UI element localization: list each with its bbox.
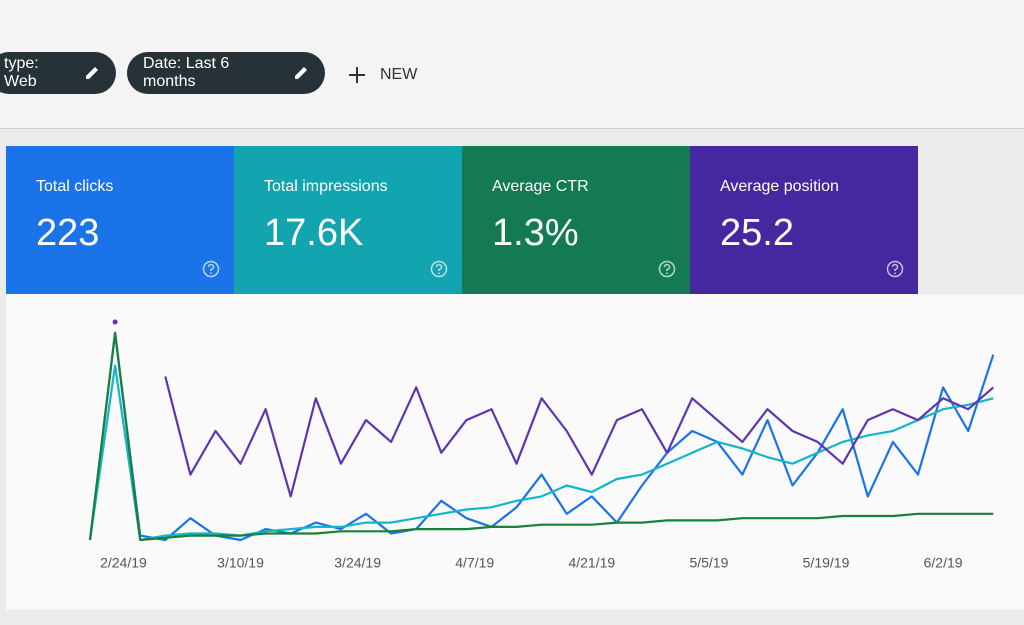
button-text: NEW: [380, 66, 418, 83]
new-button[interactable]: NEW: [348, 66, 417, 84]
metric-value: 17.6K: [264, 212, 364, 254]
x-tick-label: 4/7/19: [455, 555, 494, 571]
metric-label: Average position: [720, 178, 839, 195]
metric-value: 223: [36, 212, 100, 254]
help-icon[interactable]: [430, 260, 448, 278]
metric-card[interactable]: Average CTR 1.3%: [462, 146, 690, 294]
series-point: [112, 319, 118, 325]
chart-panel: 2/24/19 3/10/19 3/24/19 4/7/19 4/21/19 5/5/19…: [6, 294, 1024, 610]
filter-bar: type: Web Date: Last 6 months NEW: [0, 0, 1024, 129]
help-icon[interactable]: [886, 260, 904, 278]
x-tick-label: 2/24/19: [100, 555, 147, 571]
x-tick-label: 4/21/19: [568, 555, 615, 571]
plus-icon: [349, 67, 365, 83]
series-line: [88, 331, 994, 542]
series-line: [164, 376, 995, 498]
metric-card[interactable]: Total clicks 223: [6, 146, 234, 294]
metric-value: 1.3%: [492, 212, 579, 254]
x-tick-label: 3/24/19: [334, 555, 381, 571]
edit-icon: [86, 67, 99, 79]
edit-icon: [295, 67, 308, 79]
x-tick-label: 5/5/19: [689, 555, 728, 571]
type-chip[interactable]: type: Web: [0, 52, 116, 94]
date-chip[interactable]: Date: Last 6 months: [127, 52, 325, 94]
chip-text: Date: Last 6 months: [143, 55, 230, 90]
metric-label: Total impressions: [264, 178, 388, 195]
x-tick-label: 3/10/19: [217, 555, 264, 571]
metric-card[interactable]: Average position 25.2: [690, 146, 918, 294]
help-icon[interactable]: [658, 260, 676, 278]
x-tick-label: 5/19/19: [803, 555, 850, 571]
metric-card[interactable]: Total impressions 17.6K: [234, 146, 462, 294]
series-line: [88, 364, 994, 542]
metric-label: Total clicks: [36, 178, 114, 195]
metric-label: Average CTR: [492, 178, 589, 195]
help-icon[interactable]: [202, 260, 220, 278]
chip-text: type: Web: [4, 55, 39, 90]
chart: 2/24/19 3/10/19 3/24/19 4/7/19 4/21/19 5/5/19…: [88, 319, 995, 571]
series-line: [88, 331, 995, 542]
metric-value: 25.2: [720, 212, 794, 254]
x-tick-label: 6/2/19: [924, 555, 963, 571]
